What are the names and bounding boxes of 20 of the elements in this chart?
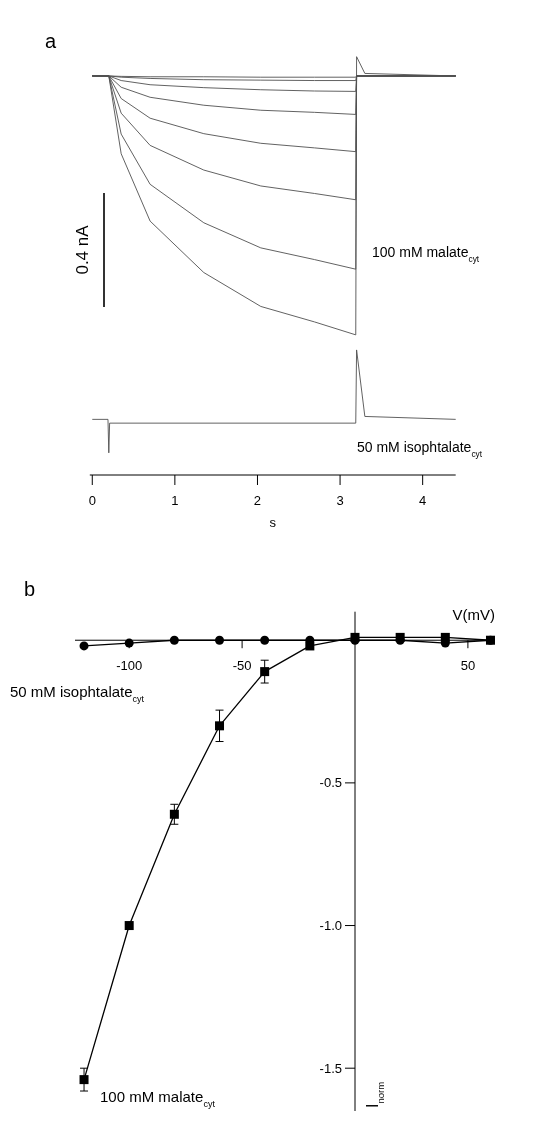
annotation: 50 mM isophtalate$_{cyt}$: [357, 439, 483, 459]
x-tick-label: 2: [253, 493, 262, 508]
chart-title: b: [24, 578, 36, 600]
x-tick-label: 4: [419, 493, 427, 508]
y-tick-label: -1.5: [319, 1060, 342, 1076]
chart-title: a: [45, 30, 57, 52]
y-tick-label: -0.5: [319, 775, 342, 791]
x-tick-label: 50: [460, 658, 476, 674]
annotation: 100 mM malate$_{cyt}$: [372, 244, 480, 264]
y-tick-label: -1.0: [319, 918, 342, 934]
series-label: 100 mM malate$_{cyt}$: [100, 1088, 216, 1109]
x-tick-label: 0: [88, 493, 96, 508]
x-tick-label: -50: [232, 658, 252, 674]
x-tick-label: 1: [171, 493, 179, 508]
x-axis-title: s: [269, 515, 277, 530]
x-tick-label: 3: [336, 493, 344, 508]
text: 50 mM isophtalate$_{cyt}$: [10, 683, 145, 704]
x-axis-title: V(mV): [452, 606, 495, 623]
annotation: 0.4 nA: [73, 224, 92, 275]
x-tick-label: -100: [116, 658, 143, 674]
